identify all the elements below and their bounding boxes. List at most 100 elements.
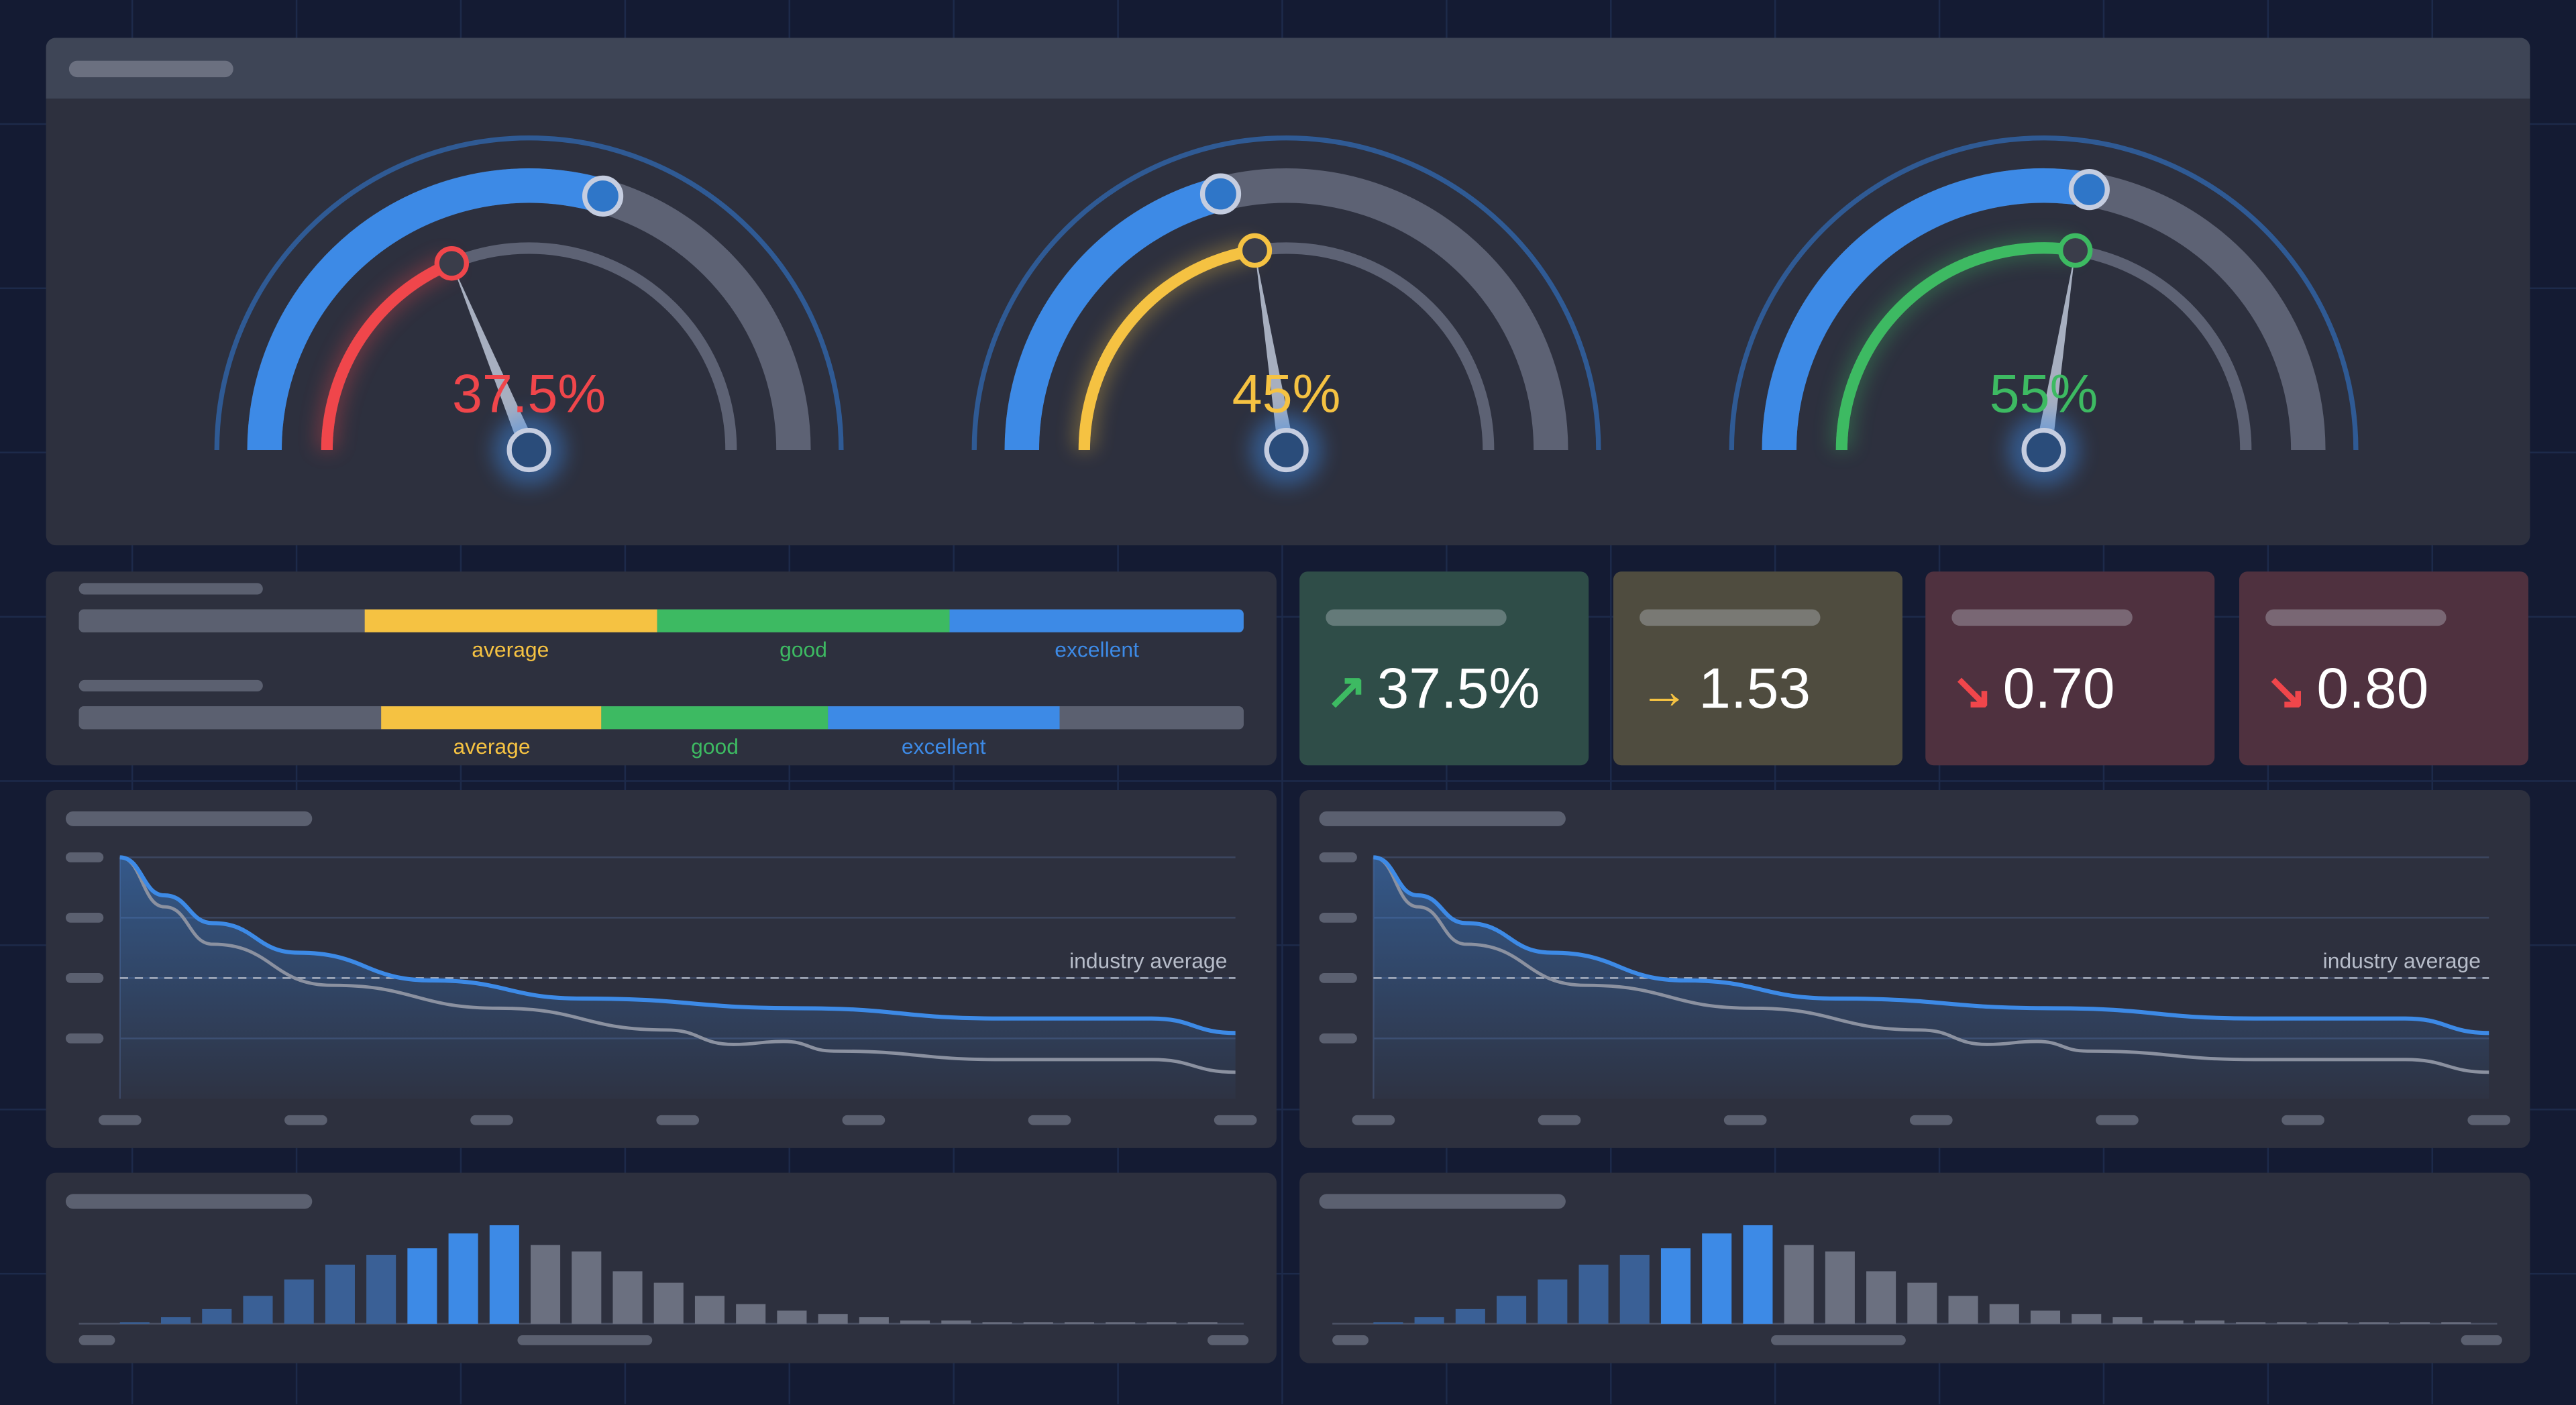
histogram-bar bbox=[900, 1320, 930, 1324]
histogram-bar bbox=[489, 1225, 519, 1324]
rating-bar bbox=[78, 609, 1244, 632]
gauge bbox=[214, 135, 844, 486]
histogram-bar bbox=[407, 1248, 437, 1324]
rating-segment bbox=[381, 706, 602, 730]
histogram-bar bbox=[1455, 1308, 1485, 1324]
rating-segment bbox=[656, 609, 951, 632]
histogram-bar bbox=[612, 1271, 643, 1324]
histogram-bar bbox=[736, 1304, 766, 1324]
gauge-outer-ring bbox=[214, 135, 844, 451]
gauge-value-marker bbox=[434, 246, 470, 281]
kpi-title-placeholder bbox=[2265, 609, 2447, 626]
gauge-target-arc bbox=[1004, 177, 1225, 451]
series-line bbox=[1373, 855, 2489, 1074]
histogram-bar bbox=[2400, 1322, 2430, 1324]
histogram-bar bbox=[1064, 1322, 1095, 1324]
histogram-bar bbox=[1497, 1296, 1527, 1324]
gauge-target-arc bbox=[247, 168, 608, 451]
histogram-bar bbox=[1660, 1248, 1691, 1324]
kpi-value: 0.80 bbox=[2316, 657, 2429, 722]
histogram-bar bbox=[1825, 1251, 1855, 1324]
kpi-value: 37.5% bbox=[1377, 657, 1540, 722]
chart-title-placeholder bbox=[65, 1194, 313, 1209]
x-tick-placeholder bbox=[517, 1335, 653, 1345]
histogram-bar bbox=[1578, 1264, 1609, 1324]
gauge-needle bbox=[2035, 250, 2076, 451]
x-tick-placeholder bbox=[1771, 1335, 1906, 1345]
histogram-bar bbox=[941, 1320, 971, 1324]
histogram-bar bbox=[818, 1314, 848, 1324]
series-area bbox=[1373, 857, 2489, 1099]
histogram-bar bbox=[2112, 1317, 2143, 1324]
histogram-bar bbox=[1948, 1296, 1978, 1324]
kpi-card-down: ↘ 0.70 bbox=[1925, 571, 2215, 766]
gauge-outer-ring bbox=[971, 135, 1601, 451]
kpi-title-placeholder bbox=[1640, 609, 1821, 626]
histogram-bar bbox=[366, 1255, 396, 1324]
line-chart-panel-1: industry average bbox=[46, 789, 1277, 1148]
x-tick-placeholder bbox=[1352, 1115, 1395, 1125]
y-tick-placeholder bbox=[65, 973, 104, 983]
histogram-bar bbox=[1702, 1233, 1732, 1324]
x-tick-placeholder bbox=[2467, 1115, 2511, 1125]
title-placeholder bbox=[68, 60, 233, 78]
histogram-bar bbox=[243, 1296, 273, 1324]
series-area bbox=[119, 857, 1236, 1099]
histogram-bar bbox=[2194, 1320, 2224, 1324]
histogram-bar bbox=[1784, 1245, 1814, 1324]
gauge-value-label: 37.5% bbox=[451, 363, 606, 424]
histogram-bar bbox=[2318, 1322, 2348, 1324]
x-tick-placeholder bbox=[656, 1115, 700, 1125]
rating-segment bbox=[78, 706, 382, 730]
histogram-bar bbox=[653, 1282, 684, 1324]
trend-flat-icon: → bbox=[1640, 665, 1689, 720]
industry-average-label: industry average bbox=[2323, 949, 2481, 973]
rating-segment-label: average bbox=[453, 734, 531, 759]
gauge-target-marker bbox=[1199, 173, 1242, 215]
gauge-value-arc bbox=[321, 258, 454, 451]
rating-segment-label: excellent bbox=[1055, 637, 1139, 662]
chart-title-placeholder bbox=[1319, 1194, 1566, 1209]
gauge-value-marker bbox=[1237, 233, 1273, 268]
rating-segment-label: excellent bbox=[901, 734, 986, 759]
gauge-needle bbox=[451, 263, 537, 453]
histogram-bar bbox=[1023, 1322, 1053, 1324]
histogram-bar bbox=[448, 1233, 478, 1324]
rating-bars-panel: average good excellent average good excellent bbox=[46, 571, 1277, 766]
x-tick-placeholder bbox=[2282, 1115, 2324, 1125]
line-chart-panel-2: industry average bbox=[1299, 789, 2530, 1148]
gauge-value-label: 45% bbox=[1232, 363, 1341, 424]
kpi-value: 1.53 bbox=[1699, 657, 1811, 722]
rating-segment bbox=[602, 706, 828, 730]
histogram-bar bbox=[982, 1322, 1012, 1324]
histogram-bar bbox=[777, 1310, 807, 1324]
kpi-title-placeholder bbox=[1326, 609, 1507, 626]
histogram-bar bbox=[572, 1251, 602, 1324]
histogram-bar bbox=[531, 1245, 561, 1324]
histogram-bar bbox=[1106, 1322, 1136, 1324]
gauge-value-arc bbox=[1835, 242, 2077, 451]
x-tick-placeholder bbox=[1538, 1115, 1581, 1125]
rating-segment bbox=[78, 609, 364, 632]
histogram-bar bbox=[1907, 1282, 1937, 1324]
kpi-value: 0.70 bbox=[2002, 657, 2115, 722]
histogram-bar bbox=[1866, 1271, 1896, 1324]
kpi-value-row: → 1.53 bbox=[1640, 657, 1811, 723]
chart-title-placeholder bbox=[65, 811, 313, 826]
y-tick-placeholder bbox=[1319, 973, 1357, 983]
histogram-bar bbox=[161, 1317, 191, 1324]
series-line bbox=[119, 855, 1236, 1074]
y-tick-placeholder bbox=[1319, 1033, 1357, 1044]
rating-title-placeholder bbox=[78, 583, 263, 595]
series-line bbox=[119, 855, 1236, 1035]
histogram-bar bbox=[1187, 1322, 1218, 1324]
rating-segment bbox=[827, 706, 1060, 730]
y-tick-placeholder bbox=[65, 1033, 104, 1044]
histogram-bar bbox=[284, 1279, 314, 1324]
trend-down-icon: ↘ bbox=[2265, 665, 2307, 720]
x-tick-placeholder bbox=[1909, 1115, 1953, 1125]
rating-title-placeholder bbox=[78, 679, 263, 692]
histogram-bar bbox=[119, 1322, 150, 1324]
gauge-hub bbox=[506, 427, 551, 473]
